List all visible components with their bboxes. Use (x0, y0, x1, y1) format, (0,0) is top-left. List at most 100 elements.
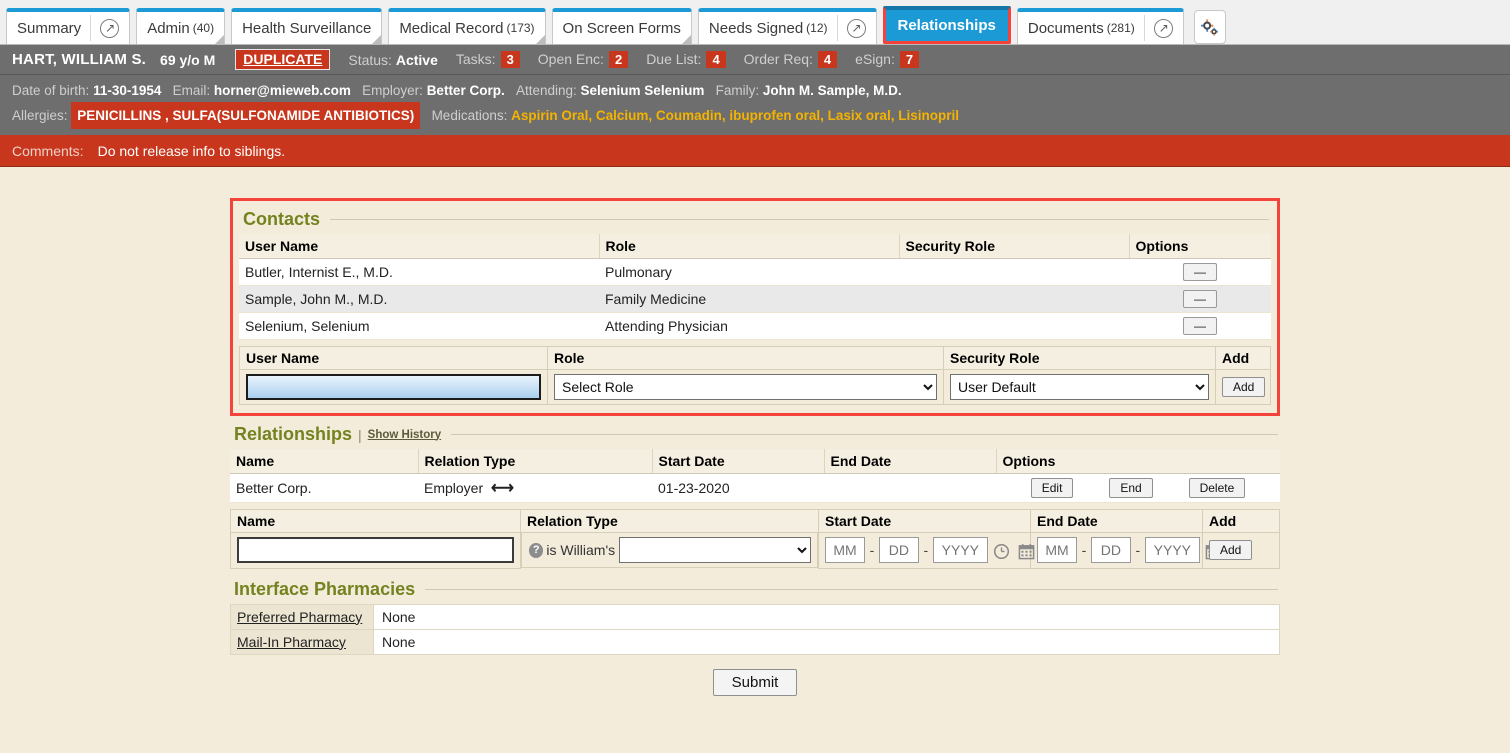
tab-on-screen-forms[interactable]: On Screen Forms (551, 8, 692, 44)
cell-end-date (824, 473, 996, 503)
stat-esign[interactable]: eSign: 7 (855, 51, 920, 68)
start-date-picker-button[interactable] (1016, 543, 1037, 560)
mailin-pharmacy-value: None (373, 629, 1280, 655)
tab-label: Admin (147, 19, 190, 37)
contacts-panel: Contacts User Name Role Security Role Op… (230, 198, 1280, 416)
preferred-pharmacy-value: None (373, 604, 1280, 630)
tab-count: (281) (1106, 21, 1135, 35)
stat-due-list[interactable]: Due List: 4 (646, 51, 726, 68)
popout-icon[interactable]: ↗ (100, 18, 120, 38)
end-date-month-input[interactable] (1037, 537, 1077, 564)
popout-icon[interactable]: ↗ (1153, 18, 1173, 38)
patient-detail-rows: Date of birth: 11-30-1954 Email: horner@… (0, 75, 1510, 135)
cell-add-end-date: - - (1030, 532, 1222, 569)
tab-medical-record[interactable]: Medical Record (173) (388, 8, 546, 44)
tab-documents[interactable]: Documents (281) ↗ (1016, 8, 1184, 44)
remove-contact-button[interactable]: — (1183, 290, 1217, 308)
dob-value: 11-30-1954 (93, 83, 162, 98)
duplicate-badge[interactable]: DUPLICATE (235, 49, 331, 70)
show-history-link[interactable]: Show History (367, 428, 442, 441)
cell-security-role (899, 312, 1129, 340)
stat-tasks[interactable]: Tasks: 3 (456, 51, 520, 68)
preferred-pharmacy-link[interactable]: Preferred Pharmacy (237, 608, 363, 625)
col-user-name: User Name (239, 234, 600, 259)
tab-summary[interactable]: Summary ↗ (6, 8, 131, 44)
settings-button[interactable] (1193, 10, 1226, 44)
add-relationship-button[interactable]: Add (1209, 540, 1253, 561)
comments-bar: Comments: Do not release info to sibling… (0, 135, 1510, 167)
stat-label: Tasks: (455, 51, 496, 67)
cell-add-start-date: - - (818, 532, 1035, 569)
tab-admin[interactable]: Admin (40) (136, 8, 226, 44)
gears-icon (1201, 19, 1219, 36)
contacts-section-header: Contacts (239, 207, 1271, 234)
mailin-pharmacy-link[interactable]: Mail-In Pharmacy (237, 633, 346, 650)
tab-relationships[interactable]: Relationships (882, 6, 1011, 44)
cell-options: — (1129, 258, 1271, 286)
delete-relationship-button[interactable]: Delete (1188, 478, 1246, 498)
table-row: Selenium, Selenium Attending Physician — (239, 312, 1271, 340)
relation-type-select[interactable] (619, 537, 811, 563)
dropdown-corner-icon[interactable] (215, 35, 225, 44)
stat-open-enc[interactable]: Open Enc: 2 (538, 51, 629, 68)
stat-label: Order Req: (743, 51, 813, 67)
end-date-day-input[interactable] (1090, 537, 1131, 564)
stat-count: 2 (608, 51, 629, 68)
dropdown-corner-icon[interactable] (535, 35, 545, 44)
relationships-section: Relationships | Show History Name Relati… (230, 422, 1280, 569)
col-options: Options (1129, 234, 1271, 259)
allergies-label: Allergies: (12, 108, 68, 123)
start-date-day-input[interactable] (878, 537, 919, 564)
contacts-header-row: User Name Role Security Role Options (239, 234, 1271, 259)
email-label: Email: (172, 83, 211, 98)
col-add-name: Name (230, 509, 521, 533)
tab-health-surveillance[interactable]: Health Surveillance (231, 8, 383, 44)
contact-role-select[interactable]: Select Role (554, 374, 937, 400)
popout-icon[interactable]: ↗ (846, 18, 866, 38)
submit-button[interactable]: Submit (712, 668, 798, 696)
cell-options: — (1129, 285, 1271, 313)
cell-add-user-name (239, 369, 548, 405)
stat-count: 3 (500, 51, 520, 68)
end-date-year-input[interactable] (1144, 537, 1200, 564)
question-mark-icon[interactable]: ? (529, 542, 544, 558)
col-add-relation-type: Relation Type (520, 509, 819, 533)
remove-contact-button[interactable]: — (1183, 317, 1217, 335)
family-label: Family: (715, 83, 760, 98)
relationship-name-input[interactable] (237, 537, 514, 564)
tab-label: Medical Record (399, 19, 504, 37)
relationships-header-row: Name Relation Type Start Date End Date O… (230, 449, 1280, 474)
tab-label: Health Surveillance (242, 19, 372, 37)
edit-relationship-button[interactable]: Edit (1030, 478, 1074, 498)
add-contact-button[interactable]: Add (1222, 377, 1266, 397)
contacts-table: User Name Role Security Role Options But… (239, 234, 1271, 340)
patient-header: HART, WILLIAM S. 69 y/o M DUPLICATE Stat… (0, 45, 1510, 135)
is-williams-label: is William's (546, 542, 616, 558)
table-row: Mail-In Pharmacy None (230, 629, 1280, 655)
col-add: Add (1202, 509, 1280, 533)
start-date-year-input[interactable] (932, 537, 988, 564)
cell-add-name (230, 532, 521, 569)
relationships-table: Name Relation Type Start Date End Date O… (230, 449, 1280, 503)
employer-label: Employer: (362, 83, 423, 98)
end-relationship-button[interactable]: End (1109, 478, 1153, 498)
comments-value: Do not release info to siblings. (97, 142, 286, 159)
dropdown-corner-icon[interactable] (681, 35, 691, 44)
allergies-badge[interactable]: PENICILLINS , SULFA(SULFONAMIDE ANTIBIOT… (71, 102, 421, 129)
tab-label: Needs Signed (708, 19, 804, 37)
relationships-form: Contacts User Name Role Security Role Op… (230, 167, 1280, 696)
medications-label: Medications: (431, 108, 508, 123)
medications-value[interactable]: Aspirin Oral, Calcium, Coumadin, ibuprof… (511, 108, 959, 123)
remove-contact-button[interactable]: — (1183, 263, 1217, 281)
cell-add-relation-type: ? is William's (521, 533, 818, 568)
contact-user-name-input[interactable] (246, 374, 541, 400)
cell-add-button: Add (1215, 369, 1271, 405)
dropdown-corner-icon[interactable] (372, 35, 382, 44)
stat-count: 7 (899, 51, 920, 68)
tab-needs-signed[interactable]: Needs Signed (12) ↗ (697, 8, 877, 44)
cell-relation-type: Employer ⟷ (418, 473, 652, 503)
stat-order-req[interactable]: Order Req: 4 (743, 51, 838, 68)
start-time-picker-button[interactable] (991, 543, 1012, 560)
start-date-month-input[interactable] (825, 537, 865, 564)
contact-security-role-select[interactable]: User Default (950, 374, 1209, 400)
